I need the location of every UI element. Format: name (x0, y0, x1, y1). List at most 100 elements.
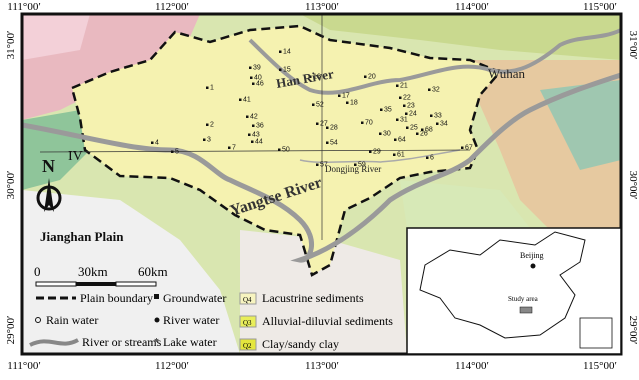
sample-label: 67 (465, 145, 473, 152)
sample-label: 23 (407, 103, 415, 110)
legend-label: Rain water (46, 313, 98, 327)
sample-label: 35 (384, 107, 392, 114)
sample-label: 41 (243, 97, 251, 104)
sample-label: 40 (254, 75, 262, 82)
sample-point (228, 146, 231, 149)
right-tick-label: 30°00′ (627, 171, 639, 200)
legend-label: Plain boundary (80, 291, 153, 305)
sample-label: 52 (316, 102, 324, 109)
sample-label: 17 (342, 93, 350, 100)
left-tick-label: 30°00′ (5, 171, 17, 200)
sample-point (206, 86, 209, 89)
scale-bar (35, 281, 157, 287)
sample-point (379, 132, 382, 135)
sample-point (316, 163, 319, 166)
legend-symbol: Q2 (243, 342, 252, 350)
sample-point (426, 156, 429, 159)
sample-label: 1 (210, 85, 214, 92)
bottom-tick-label: 114°00′ (455, 360, 489, 372)
sample-label: 18 (350, 100, 358, 107)
sample-label: 64 (398, 137, 406, 144)
sample-point (396, 118, 399, 121)
legend-label: Lacustrine sediments (262, 291, 364, 305)
sample-label: 44 (255, 139, 263, 146)
sample-label: 32 (432, 87, 440, 94)
top-tick-label: 113°00′ (305, 1, 339, 13)
legend-label: River or streams (82, 335, 162, 349)
river (21, 72, 622, 263)
sample-point (393, 153, 396, 156)
sample-point (252, 82, 255, 85)
sample-label: 20 (368, 74, 376, 81)
sample-label: 6 (430, 155, 434, 162)
sample-point (248, 133, 251, 136)
sample-label: 36 (256, 123, 264, 130)
north-label: N (42, 156, 55, 176)
sample-point (278, 148, 281, 151)
svg-text:*: * (154, 337, 159, 348)
sample-label: 43 (252, 132, 260, 139)
sample-point (346, 101, 349, 104)
scale-label: 60km (138, 264, 168, 279)
sample-point (312, 103, 315, 106)
left-tick-label: 31°00′ (5, 31, 17, 60)
sample-label: 61 (397, 152, 405, 159)
sample-point (250, 76, 253, 79)
legend-label: Lake water (163, 335, 217, 349)
sample-point (309, 75, 312, 78)
sample-label: 22 (403, 95, 411, 102)
legend-label: Groundwater (163, 291, 226, 305)
sample-point (279, 68, 282, 71)
sample-point (326, 141, 329, 144)
sample-label: 42 (250, 114, 258, 121)
sample-point (316, 122, 319, 125)
sample-point (394, 138, 397, 141)
sample-label: 7 (232, 145, 236, 152)
sample-point (361, 121, 364, 124)
right-tick-label: 31°00′ (627, 31, 639, 60)
sample-label: 59 (358, 162, 366, 169)
sample-point (239, 98, 242, 101)
left-tick-label: 29°00′ (5, 316, 17, 345)
scale-label: 0 (34, 264, 41, 279)
legend: * (29, 292, 257, 351)
right-tick-label: 29°00′ (627, 316, 639, 345)
sample-point (399, 96, 402, 99)
top-tick-label: 115°00′ (583, 1, 617, 13)
top-tick-label: 112°00′ (155, 1, 189, 13)
sample-point (369, 150, 372, 153)
sample-point (151, 141, 154, 144)
sample-point (403, 104, 406, 107)
sample-point (203, 138, 206, 141)
sample-label: 30 (383, 131, 391, 138)
sample-point (279, 50, 282, 53)
sample-point (461, 146, 464, 149)
sample-point (252, 124, 255, 127)
map-frame (20, 12, 623, 356)
river (299, 149, 461, 164)
sample-point (428, 88, 431, 91)
sample-point (206, 123, 209, 126)
scale-label: 30km (78, 264, 108, 279)
legend-symbol: Q4 (243, 296, 252, 304)
sample-point (354, 163, 357, 166)
sample-label: 5 (175, 149, 179, 156)
bottom-tick-label: 112°00′ (155, 360, 189, 372)
sample-point (396, 84, 399, 87)
sample-label: 50 (282, 147, 290, 154)
sample-label: 21 (400, 83, 408, 90)
sample-label: 31 (400, 117, 408, 124)
sample-label: 14 (283, 49, 291, 56)
sample-point (364, 75, 367, 78)
sample-point (338, 94, 341, 97)
legend-label: River water (163, 313, 219, 327)
city-label: Wuhan (488, 66, 526, 81)
sample-point (251, 140, 254, 143)
bottom-tick-label: 115°00′ (583, 360, 617, 372)
sample-label: 70 (365, 120, 373, 127)
sample-label: 34 (440, 121, 448, 128)
sample-label: 27 (320, 121, 328, 128)
river-label: Dongjing River (325, 164, 381, 174)
